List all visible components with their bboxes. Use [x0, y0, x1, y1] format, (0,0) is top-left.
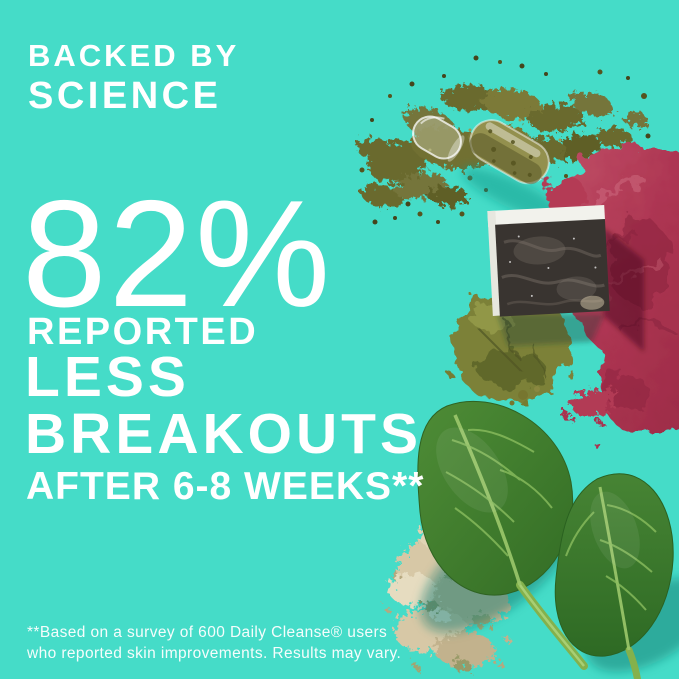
headline-line1: BACKED BY — [28, 38, 240, 73]
spinach-leaf-right — [554, 473, 674, 679]
stat-benefit-line2: BREAKOUTS — [25, 402, 423, 466]
capsule-cap-empty — [412, 115, 462, 160]
footnote-line1: **Based on a survey of 600 Daily Cleanse… — [27, 624, 388, 641]
stat-benefit-line1: LESS — [25, 345, 190, 409]
stat-reported-label: REPORTED — [27, 311, 259, 353]
supplement-capsule — [412, 115, 550, 185]
stat-percentage: 82% — [22, 169, 333, 339]
berry-splash — [562, 388, 618, 426]
charcoal-bar-shadow-bottom — [497, 314, 604, 346]
footnote-line2: who reported skin improvements. Results … — [27, 645, 402, 662]
headline: BACKED BY SCIENCE — [28, 40, 239, 115]
headline-line2: SCIENCE — [28, 75, 222, 117]
charcoal-bar — [487, 204, 610, 317]
spinach-leaves — [417, 400, 674, 679]
green-powder-specks — [359, 55, 651, 225]
footnote: **Based on a survey of 600 Daily Cleanse… — [27, 622, 401, 664]
stat-timeframe: AFTER 6-8 WEEKS** — [26, 465, 425, 508]
stat-benefit: LESS BREAKOUTS — [25, 349, 422, 463]
spinach-leaf-left — [417, 400, 588, 670]
charcoal-bar-shadow-right — [604, 228, 644, 352]
green-crumbs — [509, 386, 540, 406]
